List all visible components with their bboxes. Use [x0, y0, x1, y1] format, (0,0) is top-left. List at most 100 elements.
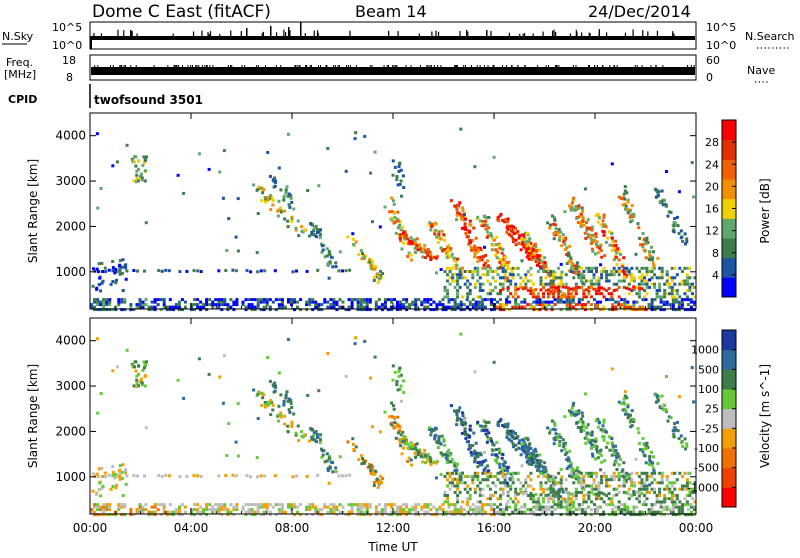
velocity-cell: [310, 435, 314, 439]
power-cell: [443, 285, 447, 289]
power-cell: [439, 237, 443, 241]
velocity-cell: [247, 503, 251, 507]
power-cell: [585, 226, 589, 230]
velocity-cell: [436, 446, 440, 449]
power-cell: [638, 305, 642, 309]
power-cell: [559, 298, 563, 302]
velocity-cell: [273, 389, 277, 393]
power-cell: [600, 276, 604, 280]
velocity-cell: [376, 485, 380, 489]
velocity-cell: [583, 510, 587, 514]
velocity-cell: [472, 431, 476, 435]
velocity-cell: [395, 422, 399, 426]
power-cell: [499, 292, 502, 296]
power-cell: [414, 241, 417, 245]
velocity-cell: [104, 475, 108, 479]
velocity-cell: [291, 475, 295, 479]
power-cell: [277, 305, 281, 309]
velocity-cell: [653, 478, 657, 482]
power-cell: [183, 305, 187, 309]
velocity-cell: [514, 443, 518, 447]
power-cell: [650, 305, 654, 309]
power-cell: [662, 300, 666, 304]
power-cell: [474, 305, 478, 309]
velocity-cell: [579, 490, 583, 494]
power-cell: [316, 268, 320, 272]
nsky-spike: [283, 29, 285, 36]
power-cell: [643, 289, 646, 292]
velocity-cell: [473, 471, 477, 475]
power-cell: [499, 265, 503, 269]
power-cell: [675, 273, 679, 277]
power-cell: [645, 292, 649, 296]
velocity-cell: [630, 484, 634, 488]
power-cell: [509, 224, 512, 228]
velocity-cell: [597, 487, 601, 491]
power-cell: [459, 305, 463, 309]
power-cell: [429, 308, 433, 312]
power-cell: [486, 279, 490, 283]
power-cell: [132, 179, 136, 183]
power-cell: [425, 250, 429, 254]
velocity-cell: [658, 500, 662, 504]
velocity-cell: [520, 510, 524, 514]
nave-spike: [392, 65, 394, 68]
velocity-cell: [471, 481, 475, 485]
power-cell: [167, 269, 171, 273]
power-cell: [315, 228, 319, 231]
velocity-cell: [241, 505, 245, 509]
velocity-cell: [354, 445, 358, 449]
velocity-cell: [105, 513, 109, 517]
power-cell: [643, 276, 646, 280]
power-cell: [595, 242, 599, 246]
velocity-cell: [673, 426, 677, 430]
power-cell: [605, 273, 609, 277]
power-cell: [305, 269, 309, 273]
velocity-cell: [605, 475, 609, 478]
velocity-cell: [480, 429, 484, 433]
power-cell: [493, 253, 497, 257]
power-cell: [196, 269, 200, 273]
power-cell: [483, 245, 486, 249]
nave-spike: [257, 65, 259, 68]
velocity-cell: [268, 513, 272, 517]
velocity-cell: [648, 475, 651, 478]
velocity-cell: [632, 493, 636, 497]
nsky-spike: [275, 32, 278, 36]
power-cell: [410, 240, 414, 244]
power-cell: [591, 247, 594, 251]
power-cell: [100, 281, 104, 285]
velocity-cell: [607, 492, 611, 496]
velocity-cell: [448, 453, 452, 457]
velocity-cell: [546, 473, 550, 477]
power-cell: [114, 308, 118, 312]
velocity-cell: [368, 513, 372, 517]
velocity-cell: [539, 493, 543, 497]
velocity-cell: [569, 500, 573, 504]
power-cell: [644, 308, 648, 312]
power-cell: [383, 305, 387, 309]
velocity-cell: [332, 503, 336, 507]
velocity-cell: [498, 451, 502, 455]
nsky-spike: [605, 32, 608, 36]
power-cell: [630, 204, 634, 208]
power-cell: [563, 210, 567, 214]
velocity-cell: [249, 475, 253, 479]
power-cell: [486, 298, 490, 302]
power-cell: [665, 303, 669, 307]
power-cell: [572, 196, 576, 200]
velocity-cell: [624, 409, 628, 413]
velocity-cell: [622, 475, 626, 479]
power-cell: [592, 287, 596, 291]
power-cell: [529, 289, 533, 292]
velocity-cell: [675, 497, 679, 501]
velocity-cell: [334, 470, 338, 474]
velocity-cell: [663, 494, 667, 497]
velocity-cell: [559, 435, 563, 439]
power-cell: [511, 266, 515, 270]
velocity-cell: [516, 435, 520, 438]
power-cell: [374, 305, 378, 309]
power-cell: [565, 298, 569, 302]
nsky-spike: [208, 33, 210, 36]
power-cell: [490, 300, 493, 304]
